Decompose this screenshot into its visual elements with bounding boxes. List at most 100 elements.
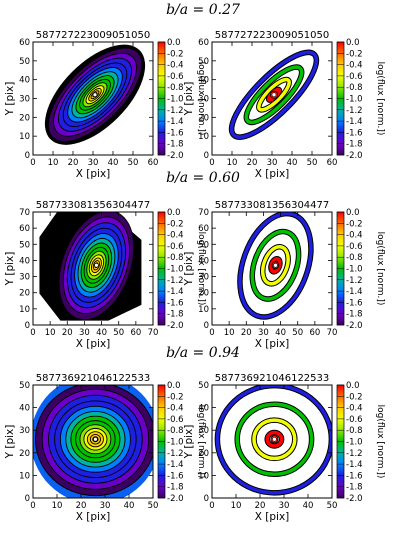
y-axis-label: Y [pix] <box>4 82 16 117</box>
x-tick-label: 30 <box>279 501 290 511</box>
y-tick-label: 60 <box>19 38 30 48</box>
x-tick-label: 50 <box>113 328 124 338</box>
panel-title: 587736921046122533 <box>36 373 151 384</box>
y-tick-label: 10 <box>19 471 30 481</box>
y-axis-label: Y [pix] <box>183 425 195 460</box>
y-tick-label: 30 <box>198 95 209 105</box>
y-tick-label: 50 <box>198 381 209 391</box>
x-axis-label: X [pix] <box>255 511 290 523</box>
colorbar-tick-label: -1.8 <box>167 310 184 320</box>
x-tick-label: 50 <box>148 501 159 511</box>
y-tick-label: 20 <box>19 289 30 299</box>
x-tick-label: 60 <box>327 158 338 168</box>
x-axis-label: X [pix] <box>255 338 290 350</box>
y-tick-label: 40 <box>198 404 209 414</box>
x-tick-label: 20 <box>76 501 87 511</box>
colorbar-tick-label: -1.8 <box>346 483 363 493</box>
x-tick-label: 40 <box>275 328 286 338</box>
colorbar-tick-label: -0.8 <box>167 83 184 93</box>
x-tick-label: 10 <box>231 501 242 511</box>
panel: 0 10 20 30 40 50 60 70 0 10 20 30 40 50 60 70 5877330813… <box>183 200 385 350</box>
y-tick-label: 10 <box>19 305 30 315</box>
y-tick-label: 20 <box>19 449 30 459</box>
x-tick-label: 0 <box>30 158 35 168</box>
ring-band <box>235 402 314 476</box>
y-tick-label: 60 <box>198 224 209 234</box>
colorbar-tick-label: -1.8 <box>167 140 184 150</box>
colorbar-tick-label: -1.0 <box>346 95 363 105</box>
y-tick-label: 50 <box>19 57 30 67</box>
x-axis-label: X [pix] <box>76 338 111 350</box>
colorbar-tick-label: -1.6 <box>167 128 184 138</box>
plot-area <box>33 385 153 498</box>
colorbar-tick-label: -0.8 <box>167 253 184 263</box>
x-tick-label: 0 <box>209 158 214 168</box>
x-tick-label: 40 <box>303 501 314 511</box>
y-tick-label: 70 <box>198 208 209 218</box>
colorbar-tick-label: -0.8 <box>346 426 363 436</box>
colorbar-tick-label: -1.6 <box>167 298 184 308</box>
colorbar-tick-label: -0.4 <box>346 61 363 71</box>
colorbar-label: log(flux [norm.]) <box>196 405 206 479</box>
ring-band <box>250 229 301 301</box>
axes-frame <box>211 384 333 499</box>
colorbar-tick-label: 0.0 <box>346 208 360 218</box>
colorbar-tick-label: 0.0 <box>167 38 181 48</box>
y-tick-label: 20 <box>198 449 209 459</box>
x-tick-label: 70 <box>327 328 338 338</box>
panel-title: 587727223009051050 <box>36 30 151 41</box>
colorbar-tick-label: -1.4 <box>346 287 363 297</box>
center-marker <box>93 436 98 442</box>
x-tick-label: 60 <box>148 158 159 168</box>
colorbar-tick-label: -0.6 <box>167 415 184 425</box>
colorbar-tick-label: -1.4 <box>167 287 184 297</box>
colorbar-tick-label: -2.0 <box>167 321 184 331</box>
colorbar-tick-label: -1.2 <box>346 276 363 286</box>
ring-band <box>229 50 319 139</box>
colorbar-tick-label: -1.2 <box>167 276 184 286</box>
x-tick-label: 50 <box>327 501 338 511</box>
colorbar-tick-label: -1.6 <box>346 298 363 308</box>
x-tick-label: 40 <box>287 158 298 168</box>
colorbar-tick-label: -2.0 <box>167 494 184 504</box>
colorbar-tick-label: -1.2 <box>346 106 363 116</box>
y-tick-label: 40 <box>19 404 30 414</box>
colorbar-label: log(flux [norm.]) <box>375 62 385 136</box>
y-tick-label: 20 <box>198 113 209 123</box>
x-tick-label: 30 <box>88 158 99 168</box>
x-tick-label: 20 <box>62 328 73 338</box>
colorbar-tick-label: -1.8 <box>167 483 184 493</box>
panel: 0 10 20 30 40 50 0 10 20 30 40 50 587736921046122533… <box>4 373 206 523</box>
x-tick-label: 50 <box>292 328 303 338</box>
y-tick-label: 10 <box>19 132 30 142</box>
y-tick-label: 40 <box>198 256 209 266</box>
x-tick-label: 50 <box>128 158 139 168</box>
colorbar-tick-label: -1.8 <box>346 140 363 150</box>
y-tick-label: 40 <box>198 76 209 86</box>
y-axis-label: Y [pix] <box>4 425 16 460</box>
y-tick-label: 0 <box>25 151 30 161</box>
center-marker <box>273 262 278 268</box>
x-tick-label: 60 <box>130 328 141 338</box>
y-tick-label: 20 <box>19 113 30 123</box>
y-tick-label: 40 <box>19 256 30 266</box>
colorbar-tick-label: -0.8 <box>167 426 184 436</box>
panel-title: 587736921046122533 <box>215 373 330 384</box>
ring-band <box>265 430 284 448</box>
panel: 0 10 20 30 40 50 60 70 0 10 20 30 40 50 60 70 5877330813… <box>4 200 206 350</box>
colorbar-tick-label: 0.0 <box>167 381 181 391</box>
x-tick-label: 50 <box>307 158 318 168</box>
colorbar-tick-label: -0.2 <box>167 219 184 229</box>
x-tick-label: 30 <box>267 158 278 168</box>
colorbar-tick-label: -0.8 <box>346 253 363 263</box>
ring-band <box>252 418 297 461</box>
axes-frame <box>32 211 154 326</box>
plot-area <box>212 385 332 498</box>
y-tick-label: 30 <box>198 273 209 283</box>
plot-area <box>33 212 153 325</box>
y-tick-label: 40 <box>19 76 30 86</box>
y-tick-label: 0 <box>25 321 30 331</box>
axes-frame <box>32 384 154 499</box>
ring-band <box>244 65 304 125</box>
